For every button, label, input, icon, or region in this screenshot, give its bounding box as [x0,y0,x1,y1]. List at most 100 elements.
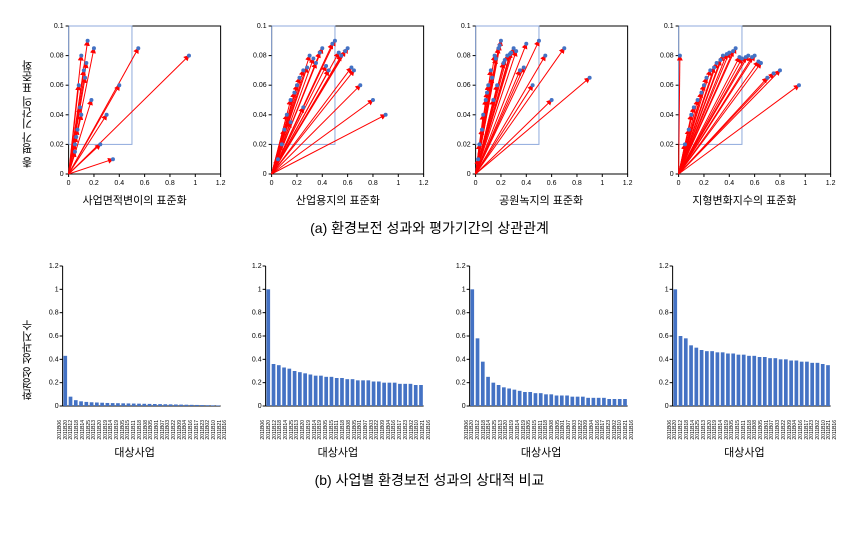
svg-text:0.04: 0.04 [660,112,674,119]
row-a-ylabel: 총 평가 기간의 표준화 [20,60,40,168]
svg-text:0.2: 0.2 [455,380,465,387]
bar-plot-1: 00.20.40.60.811.2 [243,260,432,420]
svg-text:0.4: 0.4 [49,356,59,363]
svg-text:0: 0 [263,171,267,178]
scatter-xlabel-2: 공원녹지의 표준화 [499,192,583,208]
figure-container: 총 평가 기간의 표준화 00.20.40.60.811.200.020.040… [20,20,839,508]
svg-text:0.8: 0.8 [572,180,582,187]
svg-text:1.2: 1.2 [622,180,632,187]
scatter-panel-3: 00.20.40.60.811.200.020.040.060.080.1 지형… [650,20,839,208]
svg-text:0: 0 [270,180,274,187]
svg-text:0.6: 0.6 [343,180,353,187]
svg-text:0.1: 0.1 [664,23,674,30]
caption-a: (a) 환경보전 성과와 평가기간의 상관관계 [20,218,839,238]
svg-text:0.4: 0.4 [252,356,262,363]
svg-text:0: 0 [258,403,262,410]
bar-xticks-2: 2011B062011B202011B122011B182011B142011B… [447,420,636,440]
svg-text:0.02: 0.02 [660,141,674,148]
row-b-ylabel: 환경성 성과지수 [20,320,40,400]
svg-text:0.2: 0.2 [292,180,302,187]
bar-xticks-1: 2011B062011B202011B122011B182011B142011B… [243,420,432,440]
svg-text:1: 1 [55,286,59,293]
scatter-xlabel-0: 사업면적변이의 표준화 [82,192,186,208]
svg-text:0.6: 0.6 [546,180,556,187]
svg-text:0.6: 0.6 [140,180,150,187]
svg-text:0: 0 [466,171,470,178]
svg-text:0.1: 0.1 [257,23,267,30]
svg-text:1: 1 [803,180,807,187]
svg-text:0.2: 0.2 [89,180,99,187]
svg-text:1: 1 [193,180,197,187]
svg-text:0.1: 0.1 [54,23,64,30]
svg-text:0.2: 0.2 [659,380,669,387]
svg-text:0: 0 [461,403,465,410]
scatter-panel-1: 00.20.40.60.811.200.020.040.060.080.1 산업… [243,20,432,208]
scatter-plot-0: 00.20.40.60.811.200.020.040.060.080.1 [40,20,229,190]
svg-text:0.8: 0.8 [252,310,262,317]
svg-text:0.4: 0.4 [318,180,328,187]
svg-text:0.6: 0.6 [455,333,465,340]
svg-text:0.06: 0.06 [50,82,64,89]
svg-text:0.4: 0.4 [521,180,531,187]
bar-plot-2: 00.20.40.60.811.2 [447,260,636,420]
scatter-plot-3: 00.20.40.60.811.200.020.040.060.080.1 [650,20,839,190]
svg-text:0.08: 0.08 [660,53,674,60]
scatter-xlabel-3: 지형변화지수의 표준화 [692,192,796,208]
bar-plot-3: 00.20.40.60.811.2 [650,260,839,420]
svg-text:0: 0 [55,403,59,410]
svg-text:0.06: 0.06 [457,82,471,89]
svg-text:0: 0 [67,180,71,187]
svg-text:0.02: 0.02 [253,141,267,148]
scatter-panel-0: 00.20.40.60.811.200.020.040.060.080.1 사업… [40,20,229,208]
bar-xlabel-1: 대상사업 [318,444,358,460]
svg-text:0.8: 0.8 [659,310,669,317]
bar-panel-2: 00.20.40.60.811.2 2011B062011B202011B122… [447,260,636,460]
svg-text:0.04: 0.04 [50,112,64,119]
svg-text:0.4: 0.4 [724,180,734,187]
bar-xlabel-3: 대상사업 [724,444,764,460]
row-a-panels: 0 0.2 0.4 0.6 0.8 1 1.2 0 0.02 0.04 0.06 0.08 0.1 사업… [40,20,839,208]
bar-panel-1: 00.20.40.60.811.2 2011B062011B202011B122… [243,260,432,460]
scatter-plot-2: 00.20.40.60.811.200.020.040.060.080.1 [447,20,636,190]
svg-text:1: 1 [397,180,401,187]
bar-xticks-0: 2011B062011B202011B122011B182011B142011B… [40,420,229,440]
svg-text:1.2: 1.2 [252,263,262,270]
bar-xticks-3: 2011B062011B202011B122011B182011B142011B… [650,420,839,440]
svg-text:0.4: 0.4 [455,356,465,363]
svg-text:0.4: 0.4 [659,356,669,363]
bar-panel-3: 00.20.40.60.811.2 2011B062011B202011B122… [650,260,839,460]
svg-text:0.02: 0.02 [457,141,471,148]
row-b: 환경성 성과지수 0 0.2 0.4 0.6 0.8 1 1.2 2011B062011B2… [20,260,839,460]
svg-text:0.6: 0.6 [252,333,262,340]
scatter-xlabel-1: 산업용지의 표준화 [296,192,380,208]
scatter-plot-1: 00.20.40.60.811.200.020.040.060.080.1 [243,20,432,190]
svg-text:0.08: 0.08 [253,53,267,60]
svg-text:0.04: 0.04 [253,112,267,119]
svg-text:0.2: 0.2 [49,380,59,387]
svg-text:0.6: 0.6 [49,333,59,340]
svg-text:0.4: 0.4 [114,180,124,187]
svg-text:1.2: 1.2 [826,180,836,187]
svg-text:0.08: 0.08 [457,53,471,60]
bar-xlabel-2: 대상사업 [521,444,561,460]
svg-text:1.2: 1.2 [455,263,465,270]
svg-text:0.04: 0.04 [457,112,471,119]
bar-xlabel-0: 대상사업 [114,444,154,460]
svg-text:0.02: 0.02 [50,141,64,148]
row-a: 총 평가 기간의 표준화 00.20.40.60.811.200.020.040… [20,20,839,208]
svg-text:0.6: 0.6 [750,180,760,187]
svg-text:0.8: 0.8 [49,310,59,317]
svg-text:0: 0 [60,171,64,178]
svg-text:0.8: 0.8 [165,180,175,187]
svg-text:0.06: 0.06 [660,82,674,89]
svg-text:0.2: 0.2 [496,180,506,187]
svg-text:1.2: 1.2 [659,263,669,270]
svg-text:0.2: 0.2 [252,380,262,387]
svg-text:1.2: 1.2 [49,263,59,270]
svg-text:1.2: 1.2 [216,180,226,187]
svg-text:0.2: 0.2 [699,180,709,187]
bar-plot-0: 0 0.2 0.4 0.6 0.8 1 1.2 [40,260,229,420]
svg-text:0.8: 0.8 [455,310,465,317]
svg-text:0.8: 0.8 [368,180,378,187]
caption-b: (b) 사업별 환경보전 성과의 상대적 비교 [20,470,839,490]
